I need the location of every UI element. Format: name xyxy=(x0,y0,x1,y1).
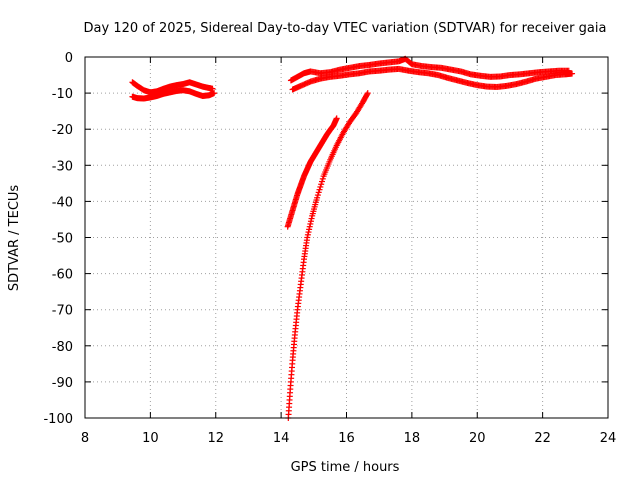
data-point xyxy=(364,90,371,97)
y-tick-label: -50 xyxy=(52,232,73,247)
data-point xyxy=(317,183,324,190)
data-point xyxy=(318,178,325,185)
data-point xyxy=(314,194,321,201)
y-tick-label: -30 xyxy=(52,159,73,174)
data-point xyxy=(304,234,311,241)
data-point xyxy=(305,229,312,236)
series-arc-2 xyxy=(284,115,340,230)
data-point xyxy=(308,215,315,222)
y-tick-label: -70 xyxy=(52,304,73,319)
data-point xyxy=(318,181,325,188)
x-tick-label: 18 xyxy=(404,431,421,446)
data-point xyxy=(304,231,311,238)
series-arc-3 xyxy=(285,90,371,421)
data-point xyxy=(306,223,313,230)
x-tick-label: 10 xyxy=(142,431,159,446)
y-tick-label: -20 xyxy=(52,123,73,138)
data-point xyxy=(314,192,321,199)
y-tick-labels: 0 -10 -20 -30 -40 -50 -60 -70 -80 -90 -100 xyxy=(43,51,73,427)
x-tick-label: 24 xyxy=(600,431,617,446)
grid-lines xyxy=(85,57,608,418)
y-tick-label: -90 xyxy=(52,376,73,391)
data-point xyxy=(316,186,323,193)
x-tick-label: 16 xyxy=(338,431,355,446)
x-tick-label: 22 xyxy=(534,431,551,446)
y-tick-label: -80 xyxy=(52,340,73,355)
data-point xyxy=(306,226,313,233)
series-arc-4-lower xyxy=(289,65,576,93)
x-tick-label: 8 xyxy=(81,431,89,446)
data-point xyxy=(569,70,576,77)
x-tick-label: 20 xyxy=(469,431,486,446)
series-arc-4-upper xyxy=(287,55,572,84)
data-point xyxy=(333,115,340,122)
y-tick-label: -10 xyxy=(52,87,73,102)
data-points xyxy=(129,55,576,421)
y-axis-title: SDTVAR / TECUs xyxy=(7,185,22,292)
x-axis-title: GPS time / hours xyxy=(291,460,400,475)
x-tick-label: 12 xyxy=(207,431,224,446)
y-tick-label: -100 xyxy=(43,412,73,427)
y-tick-label: -40 xyxy=(52,195,73,210)
plot-frame xyxy=(84,56,609,419)
chart-title: Day 120 of 2025, Sidereal Day-to-day VTE… xyxy=(84,21,607,36)
data-point xyxy=(211,90,218,97)
data-point xyxy=(364,91,371,98)
data-point xyxy=(315,189,322,196)
data-point xyxy=(319,175,326,182)
series-arc-1-lower xyxy=(129,87,218,102)
data-point xyxy=(307,218,314,225)
x-tick-labels: 8 10 12 14 16 18 20 22 24 xyxy=(81,431,616,446)
x-tick-label: 14 xyxy=(273,431,290,446)
y-tick-label: 0 xyxy=(65,51,73,66)
data-point xyxy=(307,220,314,227)
y-tick-label: -60 xyxy=(52,268,73,283)
